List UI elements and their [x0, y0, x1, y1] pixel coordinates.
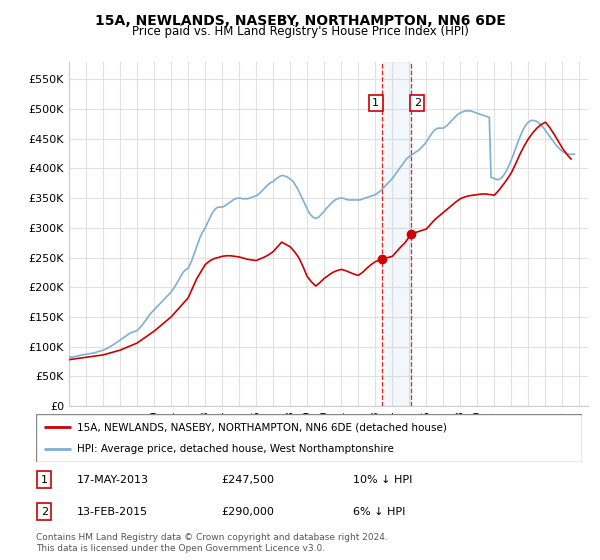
- Text: £290,000: £290,000: [221, 507, 275, 517]
- Text: £247,500: £247,500: [221, 475, 275, 484]
- Text: 6% ↓ HPI: 6% ↓ HPI: [353, 507, 405, 517]
- Bar: [382, 62, 412, 406]
- Text: 1: 1: [373, 98, 379, 108]
- FancyBboxPatch shape: [36, 414, 582, 462]
- Text: 10% ↓ HPI: 10% ↓ HPI: [353, 475, 412, 484]
- Text: 13-FEB-2015: 13-FEB-2015: [77, 507, 148, 517]
- Text: 2: 2: [414, 98, 421, 108]
- Text: Price paid vs. HM Land Registry's House Price Index (HPI): Price paid vs. HM Land Registry's House …: [131, 25, 469, 38]
- Text: 15A, NEWLANDS, NASEBY, NORTHAMPTON, NN6 6DE (detached house): 15A, NEWLANDS, NASEBY, NORTHAMPTON, NN6 …: [77, 422, 447, 432]
- Text: 2: 2: [41, 507, 48, 517]
- Text: 15A, NEWLANDS, NASEBY, NORTHAMPTON, NN6 6DE: 15A, NEWLANDS, NASEBY, NORTHAMPTON, NN6 …: [95, 14, 505, 28]
- Text: 17-MAY-2013: 17-MAY-2013: [77, 475, 149, 484]
- Text: HPI: Average price, detached house, West Northamptonshire: HPI: Average price, detached house, West…: [77, 444, 394, 454]
- Text: 1: 1: [41, 475, 47, 484]
- Text: Contains HM Land Registry data © Crown copyright and database right 2024.
This d: Contains HM Land Registry data © Crown c…: [36, 533, 388, 553]
